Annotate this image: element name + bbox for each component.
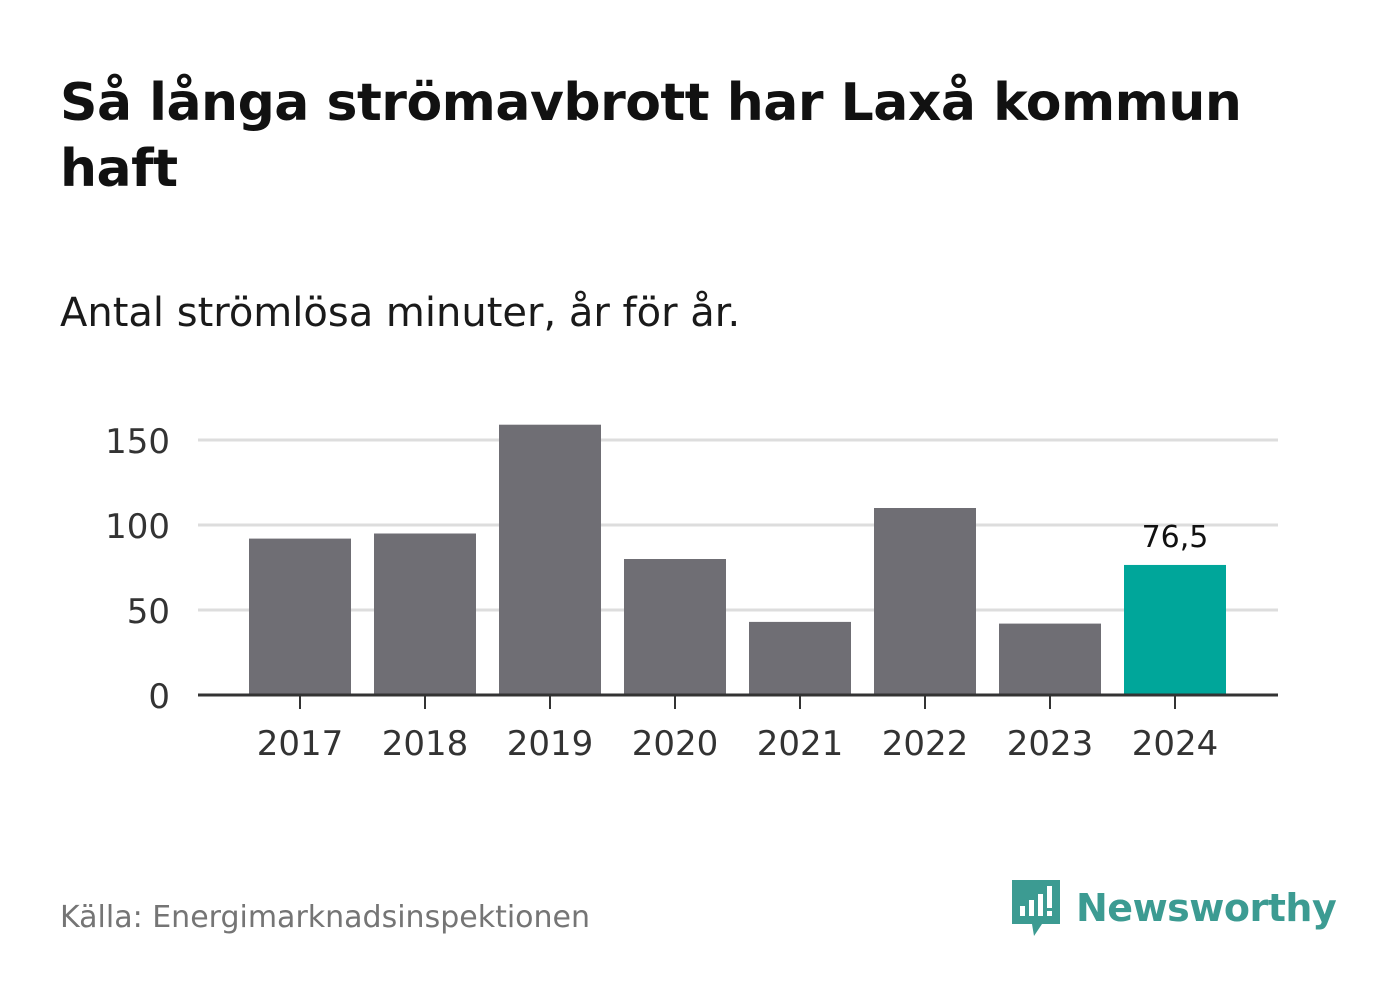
x-tick-label: 2024 xyxy=(1132,724,1219,764)
bars xyxy=(249,424,1226,695)
y-tick-label: 100 xyxy=(105,507,170,547)
bar-2018 xyxy=(374,533,476,695)
x-tick-label: 2021 xyxy=(757,724,844,764)
data-label: 76,5 xyxy=(1142,520,1209,555)
y-tick-label: 0 xyxy=(148,677,170,717)
x-tick-label: 2023 xyxy=(1007,724,1094,764)
bar-2023 xyxy=(999,623,1101,695)
bar-2021 xyxy=(749,621,851,695)
x-tick-label: 2017 xyxy=(257,724,344,764)
bar-2024 xyxy=(1124,564,1226,695)
x-tick-label: 2019 xyxy=(507,724,594,764)
bar-2020 xyxy=(624,559,726,695)
source-note: Källa: Energimarknadsinspektionen xyxy=(60,900,591,935)
bar-2022 xyxy=(874,508,976,695)
chart-subtitle: Antal strömlösa minuter, år för år. xyxy=(60,290,741,336)
chart-title: Så långa strömavbrott har Laxå kommun ha… xyxy=(60,73,1242,199)
x-tick-label: 2022 xyxy=(882,724,969,764)
brand-name: Newsworthy xyxy=(1076,886,1337,930)
y-tick-label: 150 xyxy=(105,422,170,462)
x-tick-label: 2018 xyxy=(382,724,469,764)
bar-2017 xyxy=(249,538,351,695)
labels: 0 50 100 150 2017 2018 2019 2020 2021 2022 2023 202… xyxy=(105,422,1218,764)
bar-2019 xyxy=(499,424,601,695)
y-tick-label: 50 xyxy=(127,592,170,632)
brand-logo[interactable]: Newsworthy xyxy=(1010,878,1337,938)
x-tick-label: 2020 xyxy=(632,724,719,764)
gridlines xyxy=(198,438,1278,612)
axes xyxy=(198,693,1278,709)
newsworthy-logo-icon xyxy=(1012,880,1060,936)
